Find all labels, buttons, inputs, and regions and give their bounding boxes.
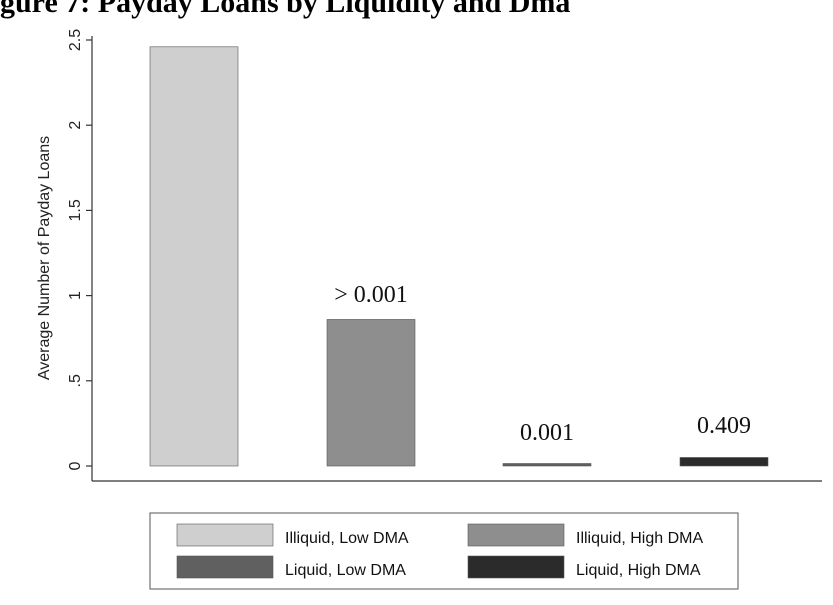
y-tick-label: .5 — [67, 374, 84, 387]
bar-data-label: 0.409 — [697, 413, 751, 439]
bar-data-label: > 0.001 — [334, 282, 408, 308]
legend-label: Illiquid, Low DMA — [285, 530, 409, 547]
bars-group — [149, 46, 769, 467]
bar — [502, 463, 592, 467]
legend-swatch — [176, 523, 274, 547]
y-axis-ticks: 0 .5 1 1.5 2 2.5 — [67, 29, 92, 470]
y-axis-label: Average Number of Payday Loans — [36, 136, 53, 380]
bar — [149, 46, 239, 467]
legend-swatch — [467, 523, 565, 547]
legend-label: Liquid, High DMA — [576, 562, 701, 579]
data-labels-group: > 0.001 0.001 0.409 — [334, 282, 751, 446]
legend: Illiquid, Low DMA Illiquid, High DMA Liqui… — [149, 512, 739, 590]
y-tick-label: 1.5 — [67, 199, 84, 221]
legend-label: Illiquid, High DMA — [576, 530, 703, 547]
y-tick-label: 1 — [67, 291, 84, 300]
legend-label: Liquid, Low DMA — [285, 562, 406, 579]
bar — [679, 457, 769, 467]
y-tick-label: 2 — [67, 121, 84, 130]
legend-swatch — [467, 555, 565, 579]
y-tick-label: 2.5 — [67, 29, 84, 51]
y-tick-label: 0 — [67, 461, 84, 470]
chart-title: gure 7: Payday Loans by Liquidity and Dm… — [0, 0, 570, 19]
bar-data-label: 0.001 — [520, 420, 574, 446]
legend-swatch — [176, 555, 274, 579]
bar — [326, 319, 416, 467]
